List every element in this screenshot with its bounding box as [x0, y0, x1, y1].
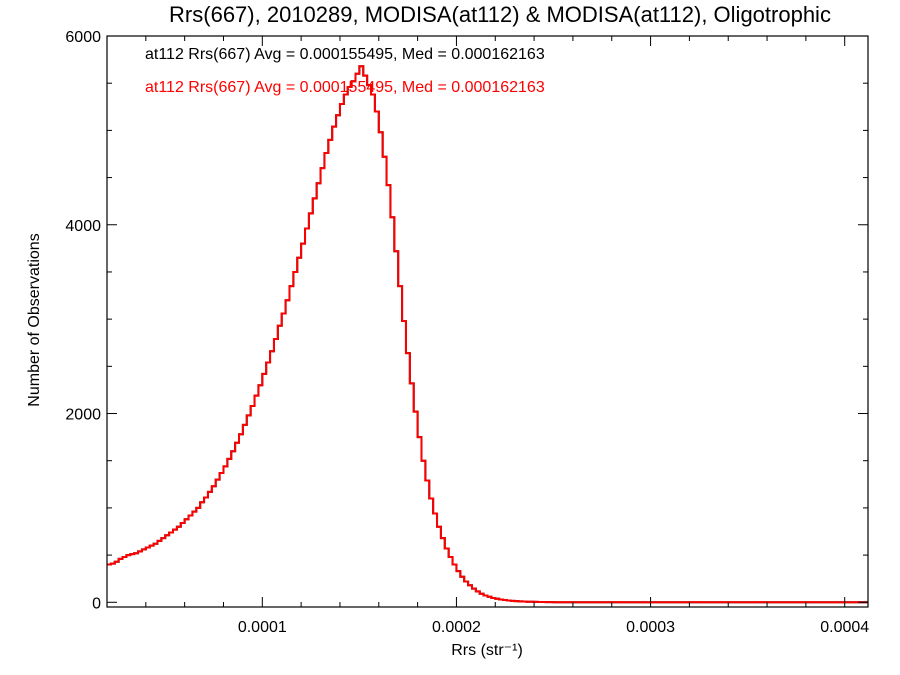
plot-frame — [106, 35, 869, 608]
y-tick-label: 6000 — [65, 29, 101, 46]
x-tick-label: 0.0001 — [238, 619, 287, 636]
y-tick-label: 4000 — [65, 218, 101, 235]
y-axis-ticks: 0 2000 4000 6000 — [65, 29, 868, 612]
chart-title: Rrs(667), 2010289, MODISA(at112) & MODIS… — [169, 2, 831, 27]
x-tick-label: 0.0003 — [626, 619, 675, 636]
y-axis-label: Number of Observations — [26, 233, 43, 406]
annotation-black-stats: at112 Rrs(667) Avg = 0.000155495, Med = … — [145, 46, 545, 63]
y-tick-label: 2000 — [65, 407, 101, 424]
plot-border — [106, 35, 869, 608]
x-tick-label: 0.0002 — [432, 619, 481, 636]
histogram-series-group — [107, 65, 868, 604]
y-tick-label: 0 — [92, 595, 101, 612]
x-axis-ticks: 0.0001 0.0002 0.0003 0.0004 — [106, 36, 869, 636]
histogram-series-1 — [107, 65, 868, 604]
histogram-series-2 — [107, 65, 868, 604]
annotation-red-stats: at112 Rrs(667) Avg = 0.000155495, Med = … — [145, 79, 545, 96]
x-tick-label: 0.0004 — [820, 619, 869, 636]
x-axis-label: Rrs (str⁻¹) — [451, 642, 523, 659]
